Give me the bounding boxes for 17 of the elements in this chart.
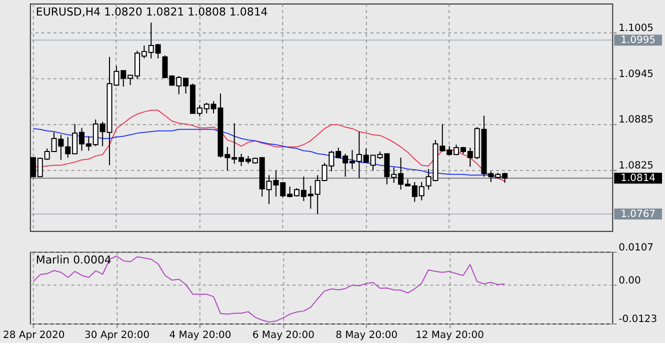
x-tick-label: 12 May 20:00 — [416, 330, 484, 341]
x-tick-label: 8 May 20:00 — [336, 330, 398, 341]
x-tick-label: 6 May 20:00 — [252, 330, 314, 341]
ref-line-label: 1.0767 — [620, 209, 656, 220]
y-tick-label: 0.0107 — [618, 242, 654, 254]
chart-title: EURUSD,H4 1.0820 1.0821 1.0808 1.0814 — [36, 5, 268, 18]
y-tick-label: -0.0123 — [618, 314, 658, 326]
y-tick-label: 1.0885 — [618, 114, 654, 126]
x-tick-label: 28 Apr 2020 — [3, 330, 65, 341]
y-tick-label: 1.1005 — [618, 22, 654, 34]
ref-line-label: 1.0814 — [620, 173, 656, 184]
x-tick-label: 4 May 20:00 — [169, 330, 232, 341]
y-tick-label: 0.00 — [618, 276, 641, 287]
ref-line-label: 1.0995 — [620, 35, 656, 46]
x-tick-label: 30 Apr 20:00 — [84, 330, 150, 341]
y-tick-label: 1.0825 — [618, 160, 654, 172]
y-tick-label: 1.0945 — [618, 68, 654, 80]
